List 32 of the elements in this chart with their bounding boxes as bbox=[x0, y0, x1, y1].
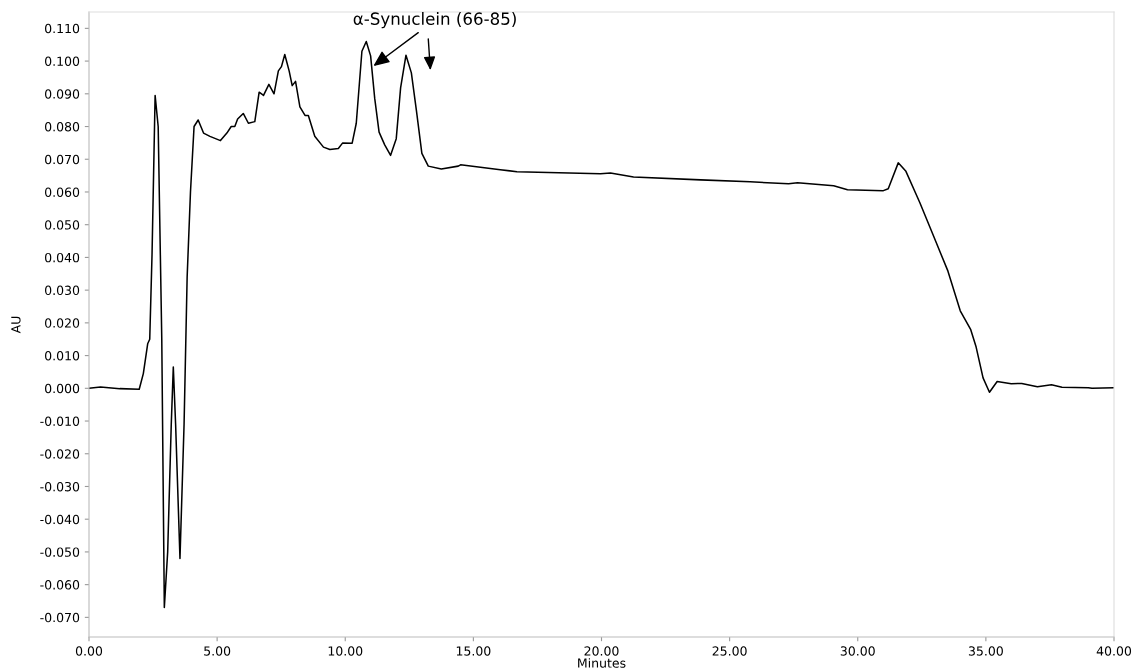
x-axis-title: Minutes bbox=[578, 658, 626, 668]
y-tick-label: 0.100 bbox=[45, 56, 80, 67]
y-tick-label: 0.110 bbox=[45, 23, 80, 34]
line-series bbox=[89, 40, 1114, 609]
x-tick-label: 5.00 bbox=[204, 646, 231, 656]
annotation: α-Synuclein (66-85) bbox=[353, 12, 516, 29]
y-tick-label: 0.030 bbox=[45, 285, 80, 296]
y-axis-title: AU bbox=[11, 316, 21, 334]
y-tick-label: 0.070 bbox=[45, 154, 80, 165]
x-tick-label: 15.00 bbox=[456, 646, 491, 656]
x-tick-label: 10.00 bbox=[328, 646, 363, 656]
y-tick-label: -0.040 bbox=[40, 514, 80, 525]
x-tick-label: 25.00 bbox=[712, 646, 747, 656]
y-tick-label: 0.040 bbox=[45, 252, 80, 263]
y-tick-label: -0.050 bbox=[40, 547, 80, 557]
x-tick-label: 30.00 bbox=[840, 646, 875, 656]
x-tick-label: 35.00 bbox=[968, 646, 1003, 656]
y-tick-label: -0.020 bbox=[40, 449, 80, 459]
y-tick-label: 0.010 bbox=[45, 351, 80, 361]
y-tick-label: -0.030 bbox=[40, 481, 80, 492]
y-tick-label: 0.000 bbox=[45, 383, 80, 394]
y-tick-label: 0.090 bbox=[45, 89, 80, 99]
x-tick-label: 20.00 bbox=[584, 646, 619, 656]
x-tick-label: 40.00 bbox=[1096, 646, 1132, 656]
y-tick-label: 0.060 bbox=[45, 187, 80, 197]
y-tick-label: -0.010 bbox=[40, 416, 80, 426]
y-tick-label: 0.080 bbox=[45, 122, 80, 132]
y-tick-label: -0.060 bbox=[40, 580, 80, 590]
y-tick-label: 0.020 bbox=[45, 318, 80, 328]
y-tick-label: 0.050 bbox=[45, 220, 80, 230]
y-tick-label: -0.070 bbox=[40, 612, 80, 623]
x-tick-label: 0.00 bbox=[75, 646, 103, 656]
